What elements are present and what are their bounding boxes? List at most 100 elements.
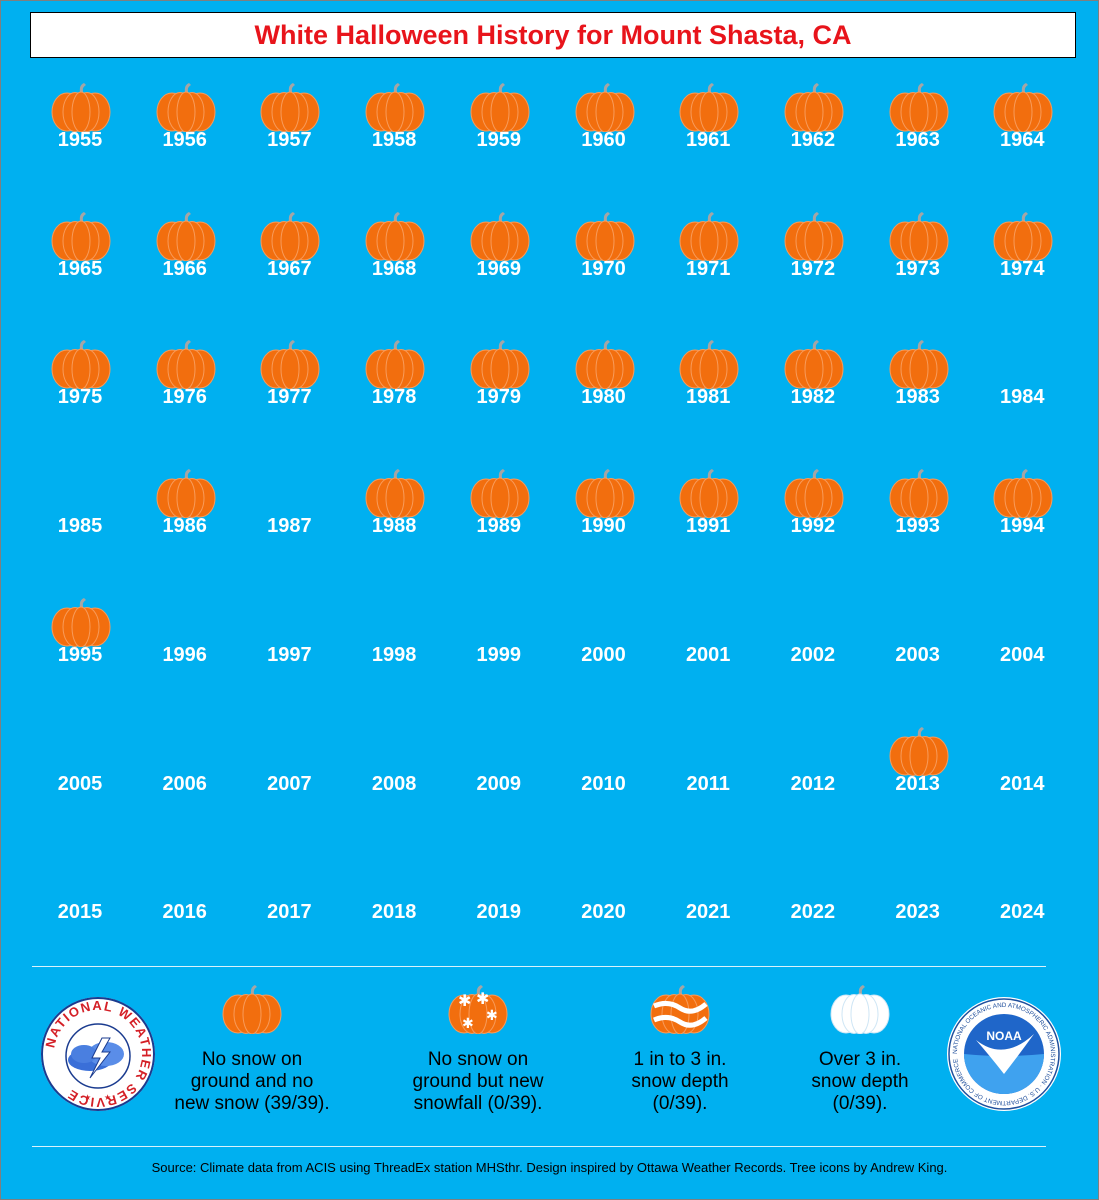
pumpkin-icon [889,211,949,262]
pumpkin-icon [51,597,111,648]
year-label: 2007 [267,772,312,795]
legend-label-line: new snow (39/39). [174,1093,330,1114]
year-cell: 1957 [239,82,339,192]
svg-text:✱: ✱ [462,1015,474,1031]
year-cell: 2008 [344,726,444,836]
year-cell: 1998 [344,597,444,707]
legend-label: 1 in to 3 in. snow depth (0/39). [580,1049,780,1115]
year-label: 1957 [267,129,312,151]
legend-label-line: (0/39). [652,1093,708,1114]
year-label: 1992 [790,515,836,538]
year-cell: 2006 [135,726,235,836]
year-label: 2021 [685,901,731,924]
year-cell: 1975 [30,339,130,449]
year-label: 2018 [371,901,417,924]
svg-text:✱: ✱ [486,1007,498,1023]
pumpkin-icon [51,82,111,133]
legend-item: Over 3 in. snow depth (0/39). [760,984,960,1115]
year-label: 2024 [1000,901,1045,924]
pumpkin-icon [993,468,1053,519]
year-label: 1969 [476,257,522,280]
year-cell: 1979 [449,339,549,449]
pumpkin-icon [575,211,635,262]
year-label: 1955 [57,129,103,151]
pumpkin-icon [156,82,216,133]
legend-label-line: No snow on [427,1049,529,1070]
source-note: Source: Climate data from ACIS using Thr… [151,1160,948,1175]
pumpkin-icon [993,211,1053,262]
legend-label-line: ground but new [412,1071,544,1092]
year-label: 1960 [581,129,626,151]
svg-text:✱: ✱ [458,993,471,1010]
legend-label-line: ground and no [190,1071,314,1092]
pumpkin-icon [470,211,530,262]
year-label: 1994 [1000,515,1045,538]
title-box: White Halloween History for Mount Shasta… [30,12,1076,58]
year-label: 1968 [371,257,417,280]
year-label: 2020 [581,901,626,924]
year-cell: 2016 [135,854,235,964]
year-cell: 2017 [239,854,339,964]
year-cell: 2018 [344,854,444,964]
year-cell: 2014 [972,726,1072,836]
year-cell: 1970 [554,211,654,321]
svg-text:★: ★ [104,1093,111,1102]
year-label: 1956 [162,129,207,151]
year-cell: 1994 [972,468,1072,578]
year-label: 1972 [790,257,836,280]
year-cell: 1966 [135,211,235,321]
noaa-logo: NATIONAL OCEANIC AND ATMOSPHERIC ADMINIS… [947,997,1061,1111]
year-cell: 1969 [449,211,549,321]
pumpkin-icon [575,339,635,390]
year-cell: 2010 [554,726,654,836]
year-label: 1962 [790,129,836,151]
pumpkin-icon [470,82,530,133]
year-label: 1976 [162,386,207,409]
year-cell: 1981 [658,339,758,449]
legend-label-line: No snow on [201,1049,303,1070]
nws-logo: NATIONAL WEATHER SERVICE ★ ★ [41,997,155,1111]
year-label: 1987 [267,515,312,538]
year-label: 2013 [895,772,940,795]
year-cell: 2023 [868,854,968,964]
year-cell: 2007 [239,726,339,836]
pumpkin-icon [784,468,844,519]
pumpkin-icon [993,82,1053,133]
pumpkin-icon [470,339,530,390]
year-cell: 1988 [344,468,444,578]
pumpkin-icon [784,339,844,390]
year-label: 1964 [1000,129,1045,151]
pumpkin-icon [51,211,111,262]
pumpkin-icon [679,339,739,390]
year-label: 1967 [267,257,312,280]
year-cell: 1991 [658,468,758,578]
year-cell: 1960 [554,82,654,192]
year-cell: 1992 [763,468,863,578]
svg-text:★: ★ [84,1093,91,1102]
year-cell: 2005 [30,726,130,836]
year-label: 2008 [371,772,417,795]
divider-top [32,966,1046,967]
year-label: 2000 [581,643,626,666]
year-cell: 1996 [135,597,235,707]
year-cell: 2021 [658,854,758,964]
year-label: 1959 [476,129,522,151]
year-label: 1965 [57,257,103,280]
year-label: 1966 [162,257,207,280]
year-label: 1981 [685,386,731,409]
year-cell: 2012 [763,726,863,836]
year-label: 2001 [685,643,731,666]
year-cell: 1964 [972,82,1072,192]
year-label: 1993 [895,515,940,538]
year-cell: 1974 [972,211,1072,321]
year-label: 1995 [57,643,103,666]
year-label: 2002 [790,643,836,666]
snowflake-pumpkin-icon: ✱ ✱ ✱ ✱ [448,984,508,1039]
year-cell: 1985 [30,468,130,578]
year-cell: 1967 [239,211,339,321]
year-label: 1983 [895,386,940,409]
year-cell: 1980 [554,339,654,449]
legend-item: No snow on ground and no new snow (39/39). [152,984,352,1115]
year-label: 1997 [267,643,312,666]
year-label: 1996 [162,643,207,666]
